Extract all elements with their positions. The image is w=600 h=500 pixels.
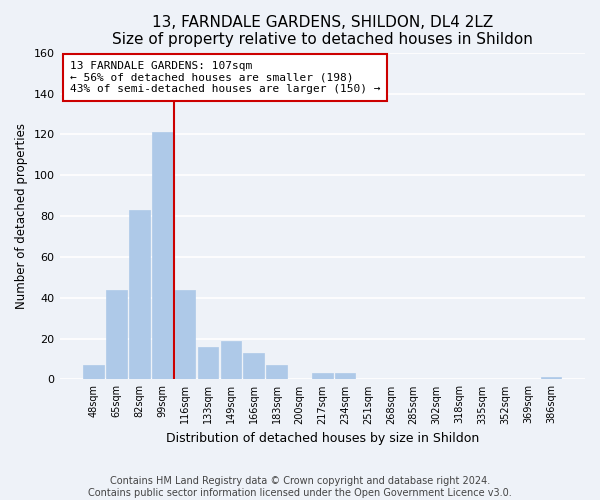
Bar <box>266 365 287 380</box>
Bar <box>244 353 264 380</box>
Title: 13, FARNDALE GARDENS, SHILDON, DL4 2LZ
Size of property relative to detached hou: 13, FARNDALE GARDENS, SHILDON, DL4 2LZ S… <box>112 15 533 48</box>
Y-axis label: Number of detached properties: Number of detached properties <box>15 123 28 309</box>
Bar <box>83 365 104 380</box>
Bar <box>175 290 196 380</box>
Bar <box>335 374 355 380</box>
Text: Contains HM Land Registry data © Crown copyright and database right 2024.
Contai: Contains HM Land Registry data © Crown c… <box>88 476 512 498</box>
Bar <box>221 340 241 380</box>
Bar <box>129 210 150 380</box>
Bar <box>541 378 561 380</box>
Bar <box>106 290 127 380</box>
Text: 13 FARNDALE GARDENS: 107sqm
← 56% of detached houses are smaller (198)
43% of se: 13 FARNDALE GARDENS: 107sqm ← 56% of det… <box>70 61 380 94</box>
Bar <box>152 132 173 380</box>
Bar <box>198 347 218 380</box>
Bar <box>312 374 332 380</box>
X-axis label: Distribution of detached houses by size in Shildon: Distribution of detached houses by size … <box>166 432 479 445</box>
